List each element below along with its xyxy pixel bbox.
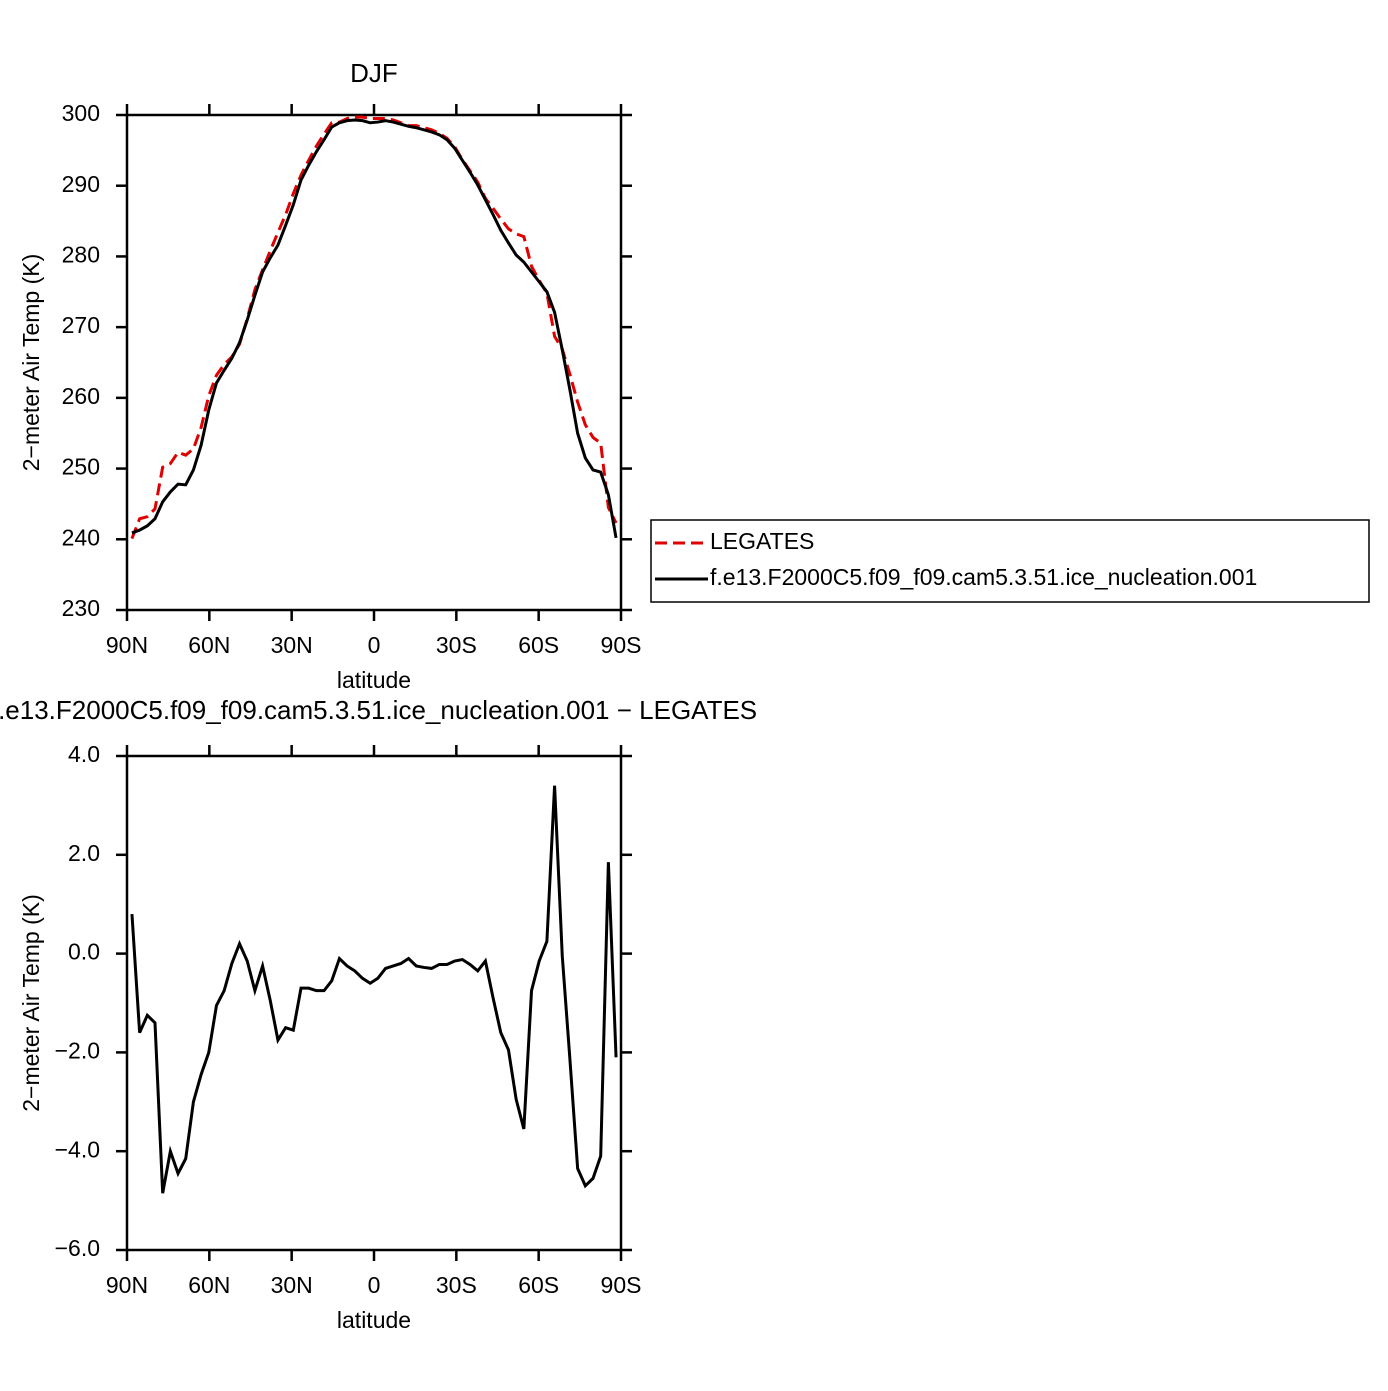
y-tick-label: 290 <box>62 171 100 197</box>
x-tick-label: 30N <box>271 632 313 658</box>
x-axis-label: latitude <box>337 1307 411 1333</box>
x-tick-label: 90N <box>106 632 148 658</box>
data-line <box>130 785 618 1194</box>
y-tick-label: 4.0 <box>68 741 100 767</box>
y-tick-label: −2.0 <box>55 1037 100 1063</box>
y-axis-label: 2−meter Air Temp (K) <box>18 894 44 1112</box>
x-tick-label: 60S <box>518 632 559 658</box>
plot-frame <box>125 754 623 1252</box>
data-line <box>130 115 618 540</box>
chart-title: DJF <box>350 58 398 88</box>
y-tick-label: 280 <box>62 242 100 268</box>
x-tick-label: 60S <box>518 1272 559 1298</box>
y-tick-label: 2.0 <box>68 840 100 866</box>
x-tick-label: 90N <box>106 1272 148 1298</box>
legend-box <box>650 519 1370 603</box>
y-axis-label: 2−meter Air Temp (K) <box>18 254 44 472</box>
y-tick-label: 240 <box>62 524 100 550</box>
y-tick-label: −6.0 <box>55 1235 100 1261</box>
legend-label: LEGATES <box>710 528 814 554</box>
y-tick-label: 0.0 <box>68 939 100 965</box>
legend-label: f.e13.F2000C5.f09_f09.cam5.3.51.ice_nucl… <box>710 564 1257 590</box>
y-tick-label: 260 <box>62 383 100 409</box>
plot-frame <box>125 113 623 612</box>
x-tick-label: 0 <box>368 632 381 658</box>
y-tick-label: 270 <box>62 312 100 338</box>
x-tick-label: 60N <box>188 632 230 658</box>
x-tick-label: 0 <box>368 1272 381 1298</box>
x-tick-label: 60N <box>188 1272 230 1298</box>
data-line <box>131 118 618 539</box>
x-tick-label: 90S <box>601 632 642 658</box>
x-tick-label: 30S <box>436 1272 477 1298</box>
y-tick-label: 250 <box>62 454 100 480</box>
x-axis-label: latitude <box>337 667 411 693</box>
x-tick-label: 30S <box>436 632 477 658</box>
x-tick-label: 90S <box>601 1272 642 1298</box>
x-tick-label: 30N <box>271 1272 313 1298</box>
y-tick-label: −4.0 <box>55 1136 100 1162</box>
y-tick-label: 300 <box>62 100 100 126</box>
y-tick-label: 230 <box>62 595 100 621</box>
chart-title: f.e13.F2000C5.f09_f09.cam5.3.51.ice_nucl… <box>0 695 757 725</box>
